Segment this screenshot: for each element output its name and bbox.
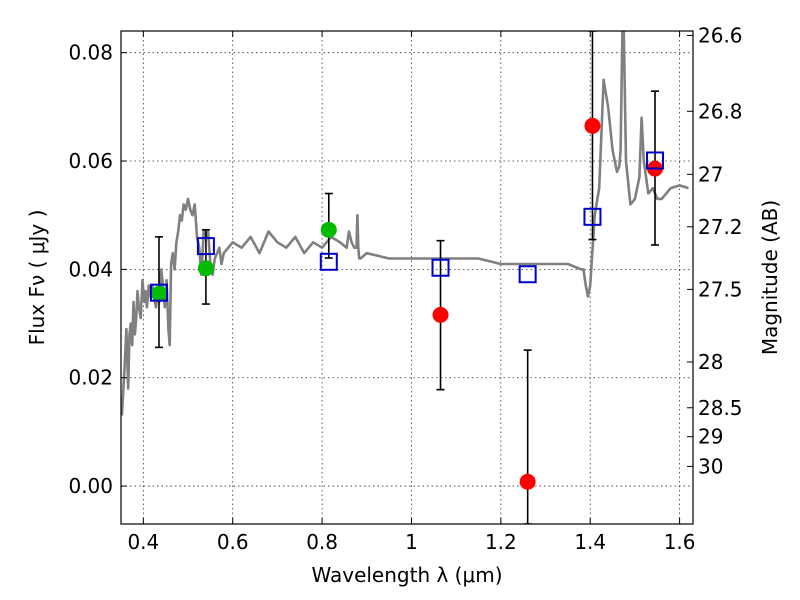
detection-point: [150, 285, 167, 302]
x-tick-label: 0.6: [217, 530, 249, 554]
magnitude-tick-label: 27: [698, 162, 723, 186]
plot-frame: [120, 30, 694, 525]
x-tick-label: 0.4: [127, 530, 159, 554]
x-tick-label: 1.2: [485, 530, 517, 554]
detection-group: [150, 192, 337, 349]
magnitude-tick-label: 27.5: [698, 277, 743, 301]
magnitude-tick-label: 28: [698, 350, 723, 374]
magnitude-tick-label: 26.8: [698, 99, 743, 123]
nir-flux-point: [519, 473, 536, 490]
magnitude-tick-label: 27.2: [698, 215, 743, 239]
magnitude-tick-label: 28.5: [698, 396, 743, 420]
x-axis-title: Wavelength λ (μm): [311, 563, 502, 587]
grid-lines: [121, 31, 693, 524]
nir-point-group: [432, 31, 664, 524]
magnitude-tick-label: 30: [698, 454, 723, 478]
y-tick-label: 0.08: [68, 41, 113, 65]
x-tick-label: 1.4: [574, 530, 606, 554]
magnitude-tick-label: 29: [698, 425, 723, 449]
magnitude-axis-title: Magnitude (AB): [758, 200, 782, 355]
x-tick-label: 0.8: [306, 530, 338, 554]
model-band-square: [518, 265, 537, 284]
model-band-square: [646, 151, 665, 170]
model-band-square: [319, 252, 338, 271]
model-band-group: [149, 151, 665, 302]
plot-area: 0.4 0.6 0.8 1 1.2 1.4 1.6 0.00 0.02 0.04 0.06 0.08 2…: [25, 23, 782, 587]
detection-point: [197, 260, 214, 277]
x-tick-label: 1: [405, 530, 418, 554]
magnitude-tick-label: 26.6: [698, 23, 743, 47]
model-band-square: [583, 207, 602, 226]
y-tick-label: 0.02: [68, 366, 113, 390]
y-tick-label: 0.06: [68, 149, 113, 173]
model-band-square: [149, 283, 168, 302]
y-tick-label: 0.00: [68, 474, 113, 498]
model-band-square: [431, 258, 450, 277]
nir-flux-point: [432, 306, 449, 323]
x-tick-label: 1.6: [664, 530, 696, 554]
model-band-square: [196, 237, 215, 256]
y-axis-title: Flux Fν ( μJy ): [25, 210, 49, 346]
y-tick-label: 0.04: [68, 257, 113, 281]
detection-point: [320, 221, 337, 238]
nir-flux-point: [584, 117, 601, 134]
